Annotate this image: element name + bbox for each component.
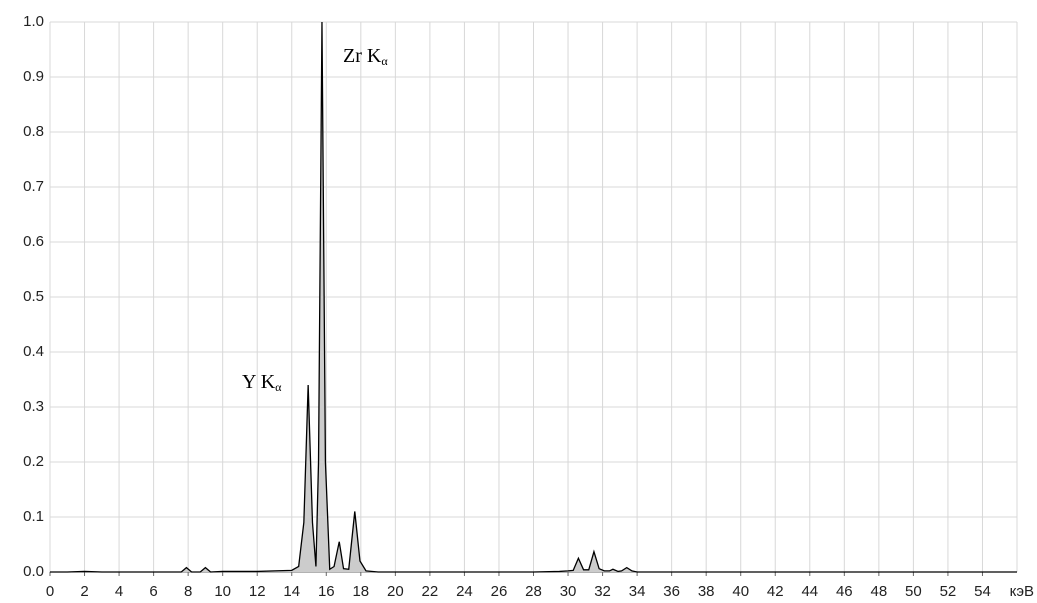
x-tick-label: 38 <box>698 583 715 600</box>
y-tick-label: 0.1 <box>23 508 44 525</box>
y-tick-label: 1.0 <box>23 13 44 30</box>
x-tick-label: 6 <box>149 583 157 600</box>
x-tick-label: 22 <box>422 583 439 600</box>
line <box>50 21 1017 573</box>
x-tick-label: 46 <box>836 583 853 600</box>
x-tick-label: 54 <box>974 583 991 600</box>
x-tick-label: 52 <box>940 583 957 600</box>
x-tick-label: 24 <box>456 583 473 600</box>
annotation-text: Zr K <box>343 45 382 67</box>
x-tick-label: 28 <box>525 583 542 600</box>
x-tick-label: 36 <box>663 583 680 600</box>
y-tick-label: 0.4 <box>23 343 44 360</box>
y-tick-label: 0.6 <box>23 233 44 250</box>
x-tick-label: 48 <box>871 583 888 600</box>
x-tick-label: 0 <box>46 583 54 600</box>
x-tick-label: 14 <box>283 583 300 600</box>
x-tick-label: 4 <box>115 583 123 600</box>
x-tick-label: 44 <box>801 583 818 600</box>
x-tick-label: 26 <box>491 583 508 600</box>
x-tick-label: 8 <box>184 583 192 600</box>
annotation-subscript: α <box>381 54 388 68</box>
y-tick-label: 0.0 <box>23 563 44 580</box>
y-tick-label: 0.8 <box>23 123 44 140</box>
x-tick-label: 32 <box>594 583 611 600</box>
x-tick-label: 40 <box>732 583 749 600</box>
annotation-subscript: α <box>275 380 282 394</box>
annotation: Y Kα <box>242 371 282 394</box>
y-tick-label: 0.2 <box>23 453 44 470</box>
annotation: Zr Kα <box>343 45 388 68</box>
x-tick-label: 42 <box>767 583 784 600</box>
x-tick-label: 50 <box>905 583 922 600</box>
x-tick-label: 34 <box>629 583 646 600</box>
x-tick-label: 30 <box>560 583 577 600</box>
x-tick-label: 2 <box>80 583 88 600</box>
x-tick-label: 18 <box>352 583 369 600</box>
x-tick-label: 16 <box>318 583 335 600</box>
x-tick-label: 12 <box>249 583 266 600</box>
y-tick-label: 0.3 <box>23 398 44 415</box>
x-tick-label: 10 <box>214 583 231 600</box>
x-axis-label: кэВ <box>1010 583 1034 600</box>
x-tick-label: 20 <box>387 583 404 600</box>
y-tick-label: 0.9 <box>23 68 44 85</box>
y-tick-label: 0.7 <box>23 178 44 195</box>
annotation-text: Y K <box>242 371 276 393</box>
y-tick-label: 0.5 <box>23 288 44 305</box>
